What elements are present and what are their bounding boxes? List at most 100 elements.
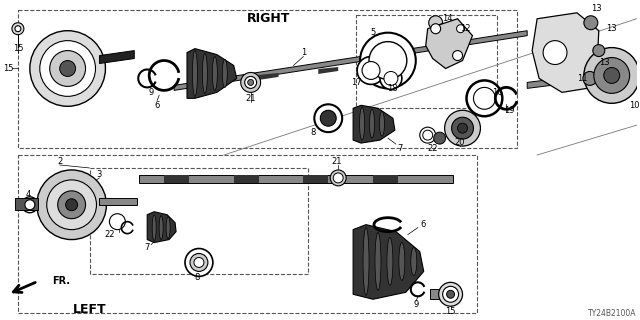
Circle shape (452, 51, 463, 60)
Polygon shape (15, 198, 38, 210)
Circle shape (25, 200, 35, 210)
Text: 6: 6 (420, 220, 426, 229)
Text: 7: 7 (397, 144, 403, 153)
Circle shape (423, 130, 433, 140)
Text: 12: 12 (460, 24, 471, 33)
Text: FR.: FR. (52, 276, 70, 286)
Text: 16: 16 (492, 88, 502, 97)
Text: 11: 11 (577, 74, 587, 83)
Ellipse shape (212, 57, 218, 90)
Circle shape (360, 33, 416, 88)
Polygon shape (527, 72, 607, 88)
Circle shape (314, 104, 342, 132)
Text: 17: 17 (351, 78, 362, 87)
Text: 5: 5 (371, 28, 376, 37)
Circle shape (50, 51, 86, 86)
Text: 3: 3 (97, 171, 102, 180)
Polygon shape (303, 175, 328, 183)
Text: 15: 15 (3, 64, 13, 73)
Circle shape (543, 41, 567, 65)
Text: 21: 21 (245, 94, 256, 103)
Circle shape (15, 26, 21, 32)
Text: 9: 9 (148, 88, 154, 97)
Circle shape (362, 61, 380, 79)
Circle shape (47, 180, 97, 230)
Circle shape (583, 71, 597, 85)
Text: 8: 8 (195, 273, 200, 282)
Circle shape (447, 290, 454, 298)
Ellipse shape (369, 109, 374, 138)
Circle shape (584, 48, 639, 103)
Polygon shape (99, 51, 134, 63)
Circle shape (248, 79, 253, 85)
Circle shape (241, 72, 260, 92)
Circle shape (109, 214, 125, 230)
Text: 22: 22 (428, 144, 438, 153)
Circle shape (194, 258, 204, 268)
Text: 6: 6 (154, 101, 160, 110)
Polygon shape (607, 62, 637, 88)
Circle shape (380, 68, 402, 89)
Circle shape (593, 44, 605, 57)
Text: 2: 2 (57, 157, 62, 166)
Ellipse shape (380, 111, 385, 136)
Polygon shape (378, 61, 398, 68)
Circle shape (60, 60, 76, 76)
Circle shape (458, 123, 467, 133)
Polygon shape (147, 212, 176, 243)
Polygon shape (429, 289, 447, 299)
Ellipse shape (363, 228, 369, 295)
Text: RIGHT: RIGHT (247, 12, 291, 25)
Ellipse shape (159, 216, 163, 240)
Ellipse shape (387, 237, 393, 285)
Polygon shape (353, 225, 424, 299)
Text: TY24B2100A: TY24B2100A (588, 309, 636, 318)
Circle shape (456, 25, 465, 33)
Circle shape (369, 42, 407, 79)
Circle shape (37, 170, 106, 240)
Text: 7: 7 (145, 243, 150, 252)
Circle shape (434, 132, 445, 144)
Polygon shape (164, 175, 189, 183)
Circle shape (190, 253, 208, 271)
Circle shape (22, 197, 38, 213)
Circle shape (40, 41, 95, 96)
Circle shape (244, 76, 257, 88)
Text: 13: 13 (607, 24, 617, 33)
Text: 22: 22 (104, 230, 115, 239)
Text: 20: 20 (454, 138, 465, 147)
Text: LEFT: LEFT (73, 303, 106, 316)
Polygon shape (532, 13, 599, 92)
Circle shape (438, 282, 463, 306)
Text: 14: 14 (442, 14, 453, 23)
Polygon shape (199, 79, 219, 86)
Ellipse shape (399, 243, 405, 280)
Circle shape (474, 87, 495, 109)
Ellipse shape (166, 217, 170, 239)
Polygon shape (318, 67, 338, 74)
Text: 8: 8 (310, 128, 316, 137)
Circle shape (429, 16, 443, 30)
Ellipse shape (193, 51, 198, 96)
Ellipse shape (411, 248, 417, 276)
Circle shape (66, 199, 77, 211)
Circle shape (330, 170, 346, 186)
Text: 4: 4 (25, 190, 31, 199)
Circle shape (604, 68, 620, 84)
Circle shape (12, 23, 24, 35)
Text: 18: 18 (388, 84, 398, 93)
Circle shape (438, 24, 447, 34)
Polygon shape (426, 19, 472, 68)
Circle shape (320, 110, 336, 126)
Polygon shape (234, 175, 259, 183)
Circle shape (467, 80, 502, 116)
Ellipse shape (152, 215, 156, 241)
Circle shape (452, 117, 474, 139)
Polygon shape (140, 175, 452, 183)
Circle shape (58, 191, 86, 219)
Text: 13: 13 (591, 4, 602, 13)
Ellipse shape (222, 60, 227, 87)
Text: 19: 19 (504, 106, 515, 115)
Polygon shape (187, 49, 237, 98)
Text: 21: 21 (331, 157, 342, 166)
